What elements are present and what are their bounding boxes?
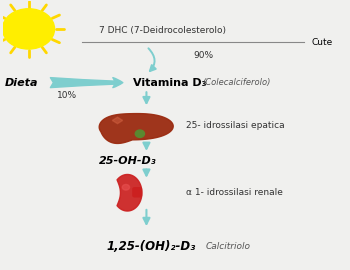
Polygon shape xyxy=(117,174,142,211)
Polygon shape xyxy=(112,117,123,124)
Circle shape xyxy=(122,184,130,190)
Text: 10%: 10% xyxy=(57,91,77,100)
Text: Vitamina D₃: Vitamina D₃ xyxy=(133,77,206,88)
Ellipse shape xyxy=(135,130,145,137)
Text: Dieta: Dieta xyxy=(5,77,38,88)
Text: 1,25-(OH)₂-D₃: 1,25-(OH)₂-D₃ xyxy=(106,240,196,253)
Text: (Colecalciferolo): (Colecalciferolo) xyxy=(202,78,270,87)
Text: 25- idrossilasi epatica: 25- idrossilasi epatica xyxy=(186,121,285,130)
FancyBboxPatch shape xyxy=(133,188,141,197)
Text: Cute: Cute xyxy=(311,38,332,47)
Text: Calcitriolo: Calcitriolo xyxy=(205,242,250,251)
Polygon shape xyxy=(99,114,173,143)
Circle shape xyxy=(2,9,55,49)
Text: 7 DHC (7-Deidrocolesterolo): 7 DHC (7-Deidrocolesterolo) xyxy=(99,26,225,35)
Text: 25-OH-D₃: 25-OH-D₃ xyxy=(99,156,156,166)
Text: α 1- idrossilasi renale: α 1- idrossilasi renale xyxy=(186,188,283,197)
Text: 90%: 90% xyxy=(193,51,214,60)
